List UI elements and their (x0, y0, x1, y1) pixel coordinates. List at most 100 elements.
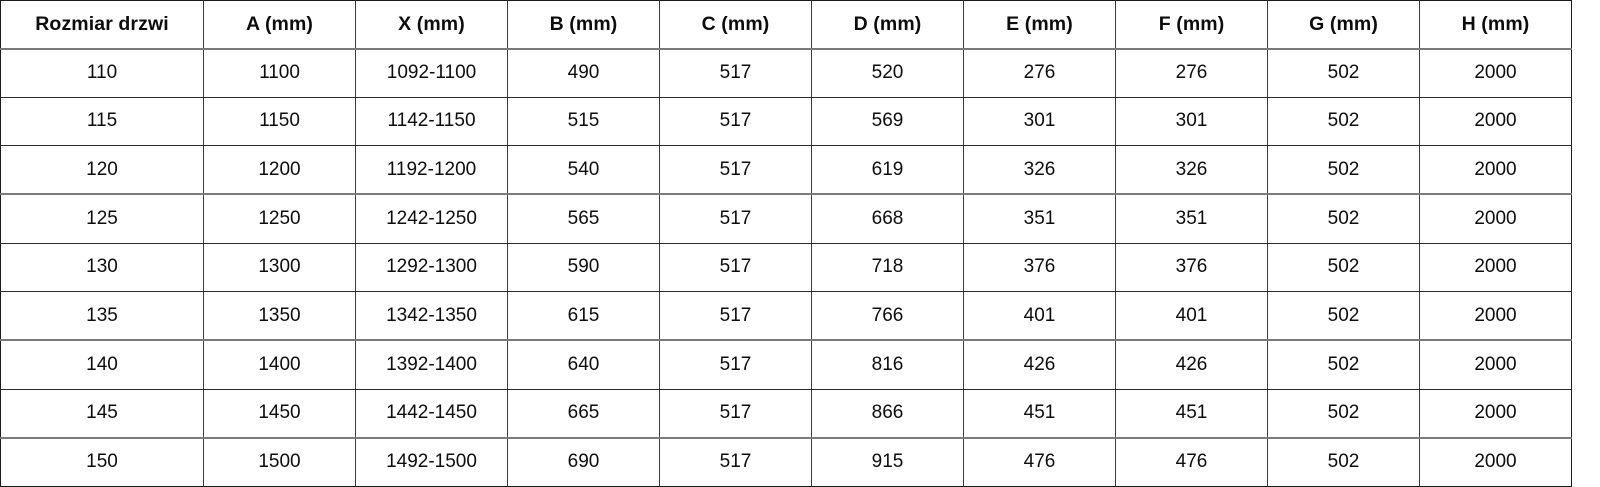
cell-dimension: 569 (811, 96, 964, 147)
cell-door-size: 135 (0, 291, 204, 342)
cell-dimension: 1500 (203, 437, 356, 487)
table-row: 150 1500 1492-1500 690 517 915 476 476 502 2000 (0, 437, 1572, 487)
cell-dimension: 2000 (1419, 193, 1572, 244)
cell-dimension: 1450 (203, 388, 356, 439)
column-header-7: F (mm) (1115, 0, 1268, 50)
cell-dimension: 1292-1300 (355, 242, 508, 293)
cell-dimension: 1192-1200 (355, 145, 508, 196)
cell-dimension: 668 (811, 193, 964, 244)
table-header: Rozmiar drzwi A (mm) X (mm) B (mm) C (mm) D (… (0, 0, 1572, 50)
cell-door-size: 140 (0, 339, 204, 390)
table-body: 110 1100 1092-1100 490 517 520 276 276 502 2000 11… (0, 48, 1572, 487)
cell-dimension: 1150 (203, 96, 356, 147)
cell-dimension: 502 (1267, 242, 1420, 293)
cell-door-size: 120 (0, 145, 204, 196)
cell-dimension: 301 (1115, 96, 1268, 147)
cell-dimension: 515 (507, 96, 660, 147)
cell-dimension: 615 (507, 291, 660, 342)
cell-dimension: 301 (963, 96, 1116, 147)
cell-dimension: 401 (963, 291, 1116, 342)
cell-dimension: 1142-1150 (355, 96, 508, 147)
cell-dimension: 517 (659, 339, 812, 390)
cell-dimension: 502 (1267, 145, 1420, 196)
column-header-3: B (mm) (507, 0, 660, 50)
cell-dimension: 1492-1500 (355, 437, 508, 487)
cell-dimension: 1100 (203, 48, 356, 98)
table-row: 120 1200 1192-1200 540 517 619 326 326 502 2000 (0, 145, 1572, 196)
cell-dimension: 1442-1450 (355, 388, 508, 439)
cell-dimension: 665 (507, 388, 660, 439)
cell-dimension: 276 (1115, 48, 1268, 98)
cell-dimension: 718 (811, 242, 964, 293)
cell-dimension: 2000 (1419, 291, 1572, 342)
cell-dimension: 766 (811, 291, 964, 342)
cell-dimension: 1392-1400 (355, 339, 508, 390)
cell-dimension: 326 (1115, 145, 1268, 196)
cell-dimension: 426 (1115, 339, 1268, 390)
cell-dimension: 2000 (1419, 388, 1572, 439)
cell-dimension: 866 (811, 388, 964, 439)
cell-dimension: 1342-1350 (355, 291, 508, 342)
table-row: 135 1350 1342-1350 615 517 766 401 401 502 2000 (0, 291, 1572, 342)
cell-dimension: 2000 (1419, 48, 1572, 98)
cell-dimension: 2000 (1419, 242, 1572, 293)
cell-dimension: 517 (659, 437, 812, 487)
cell-door-size: 150 (0, 437, 204, 487)
cell-dimension: 351 (1115, 193, 1268, 244)
cell-dimension: 517 (659, 388, 812, 439)
column-header-0: Rozmiar drzwi (0, 0, 204, 50)
column-header-6: E (mm) (963, 0, 1116, 50)
cell-dimension: 502 (1267, 193, 1420, 244)
cell-dimension: 276 (963, 48, 1116, 98)
cell-dimension: 619 (811, 145, 964, 196)
column-header-5: D (mm) (811, 0, 964, 50)
table-header-row: Rozmiar drzwi A (mm) X (mm) B (mm) C (mm) D (… (0, 0, 1572, 50)
cell-dimension: 2000 (1419, 339, 1572, 390)
column-header-2: X (mm) (355, 0, 508, 50)
cell-dimension: 517 (659, 291, 812, 342)
cell-dimension: 502 (1267, 437, 1420, 487)
cell-dimension: 476 (1115, 437, 1268, 487)
cell-dimension: 476 (963, 437, 1116, 487)
cell-dimension: 451 (963, 388, 1116, 439)
cell-dimension: 490 (507, 48, 660, 98)
table-row: 130 1300 1292-1300 590 517 718 376 376 502 2000 (0, 242, 1572, 293)
cell-dimension: 376 (1115, 242, 1268, 293)
cell-door-size: 130 (0, 242, 204, 293)
column-header-8: G (mm) (1267, 0, 1420, 50)
cell-dimension: 376 (963, 242, 1116, 293)
cell-dimension: 2000 (1419, 437, 1572, 487)
cell-dimension: 1242-1250 (355, 193, 508, 244)
cell-dimension: 1092-1100 (355, 48, 508, 98)
cell-dimension: 520 (811, 48, 964, 98)
cell-dimension: 1300 (203, 242, 356, 293)
cell-dimension: 351 (963, 193, 1116, 244)
cell-dimension: 517 (659, 193, 812, 244)
column-header-1: A (mm) (203, 0, 356, 50)
cell-dimension: 1200 (203, 145, 356, 196)
cell-door-size: 110 (0, 48, 204, 98)
cell-dimension: 690 (507, 437, 660, 487)
cell-dimension: 451 (1115, 388, 1268, 439)
cell-door-size: 115 (0, 96, 204, 147)
cell-dimension: 590 (507, 242, 660, 293)
table-row: 145 1450 1442-1450 665 517 866 451 451 502 2000 (0, 388, 1572, 439)
cell-dimension: 326 (963, 145, 1116, 196)
column-header-4: C (mm) (659, 0, 812, 50)
cell-dimension: 640 (507, 339, 660, 390)
cell-dimension: 2000 (1419, 145, 1572, 196)
table-row: 115 1150 1142-1150 515 517 569 301 301 502 2000 (0, 96, 1572, 147)
cell-dimension: 502 (1267, 96, 1420, 147)
cell-dimension: 502 (1267, 339, 1420, 390)
cell-dimension: 517 (659, 96, 812, 147)
cell-dimension: 1350 (203, 291, 356, 342)
table-row: 125 1250 1242-1250 565 517 668 351 351 502 2000 (0, 193, 1572, 244)
cell-door-size: 125 (0, 193, 204, 244)
cell-dimension: 915 (811, 437, 964, 487)
cell-dimension: 502 (1267, 291, 1420, 342)
cell-dimension: 517 (659, 145, 812, 196)
cell-dimension: 502 (1267, 48, 1420, 98)
cell-dimension: 426 (963, 339, 1116, 390)
